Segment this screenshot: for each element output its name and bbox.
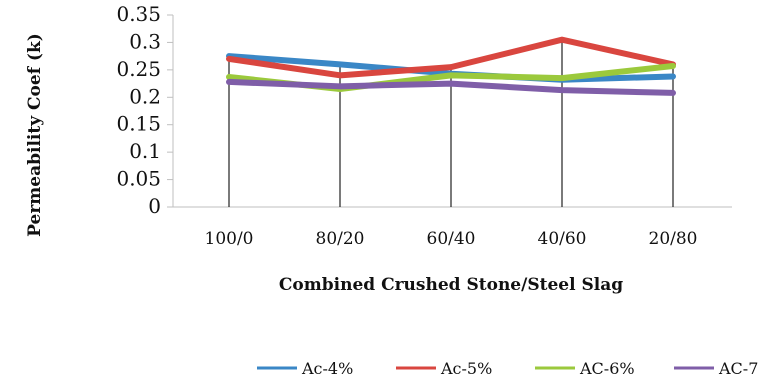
series-lines [229,40,673,93]
y-tick-label: 0.2 [129,84,161,108]
x-axis-ticks: 100/0 80/20 60/40 40/60 20/80 [205,229,698,249]
y-tick-label: 0.3 [129,29,161,53]
legend-label: Ac-5% [440,359,492,378]
y-axis-title: Permeability Coef (k) [25,33,45,237]
y-tick-label: 0.1 [129,139,161,163]
x-tick-label: 100/0 [205,229,254,249]
x-tick-label: 80/20 [316,229,365,249]
legend-label: AC-7% [718,359,759,378]
y-tick-label: 0 [148,194,161,218]
x-tick-label: 40/60 [538,229,587,249]
x-tick-label: 60/40 [427,229,476,249]
y-tick-label: 0.35 [116,2,161,26]
y-tick-label: 0.15 [116,112,161,136]
y-tick-label: 0.05 [116,167,161,191]
legend: Ac-4% Ac-5% AC-6% AC-7% [257,359,759,378]
series-line-2 [229,40,673,76]
legend-label: AC-6% [579,359,635,378]
y-tick-label: 0.25 [116,57,161,81]
x-tick-label: 20/80 [649,229,698,249]
legend-label: Ac-4% [301,359,353,378]
x-axis-title: Combined Crushed Stone/Steel Slag [279,275,623,295]
y-axis-ticks: 0 0.05 0.1 0.15 0.2 0.25 0.3 0.35 [116,2,173,218]
